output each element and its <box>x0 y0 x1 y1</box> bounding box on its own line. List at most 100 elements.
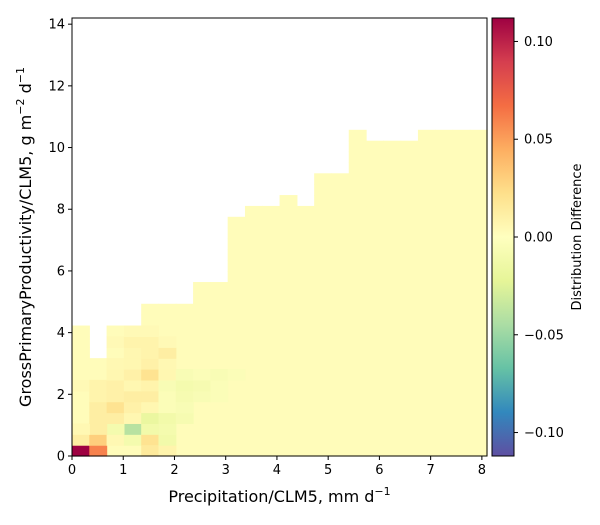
heatmap-cell <box>331 227 350 240</box>
heatmap-cell <box>262 358 281 370</box>
heatmap-cell <box>469 423 488 435</box>
heatmap-cell <box>279 423 298 435</box>
heatmap-cell <box>141 369 160 381</box>
heatmap-cell <box>227 369 246 381</box>
heatmap-cell <box>314 184 333 196</box>
heatmap-cell <box>348 379 367 392</box>
heatmap-cell <box>262 303 281 316</box>
heatmap-cell <box>89 401 108 414</box>
heatmap-cell <box>383 227 402 240</box>
heatmap-cell <box>348 151 367 164</box>
heatmap-cell <box>279 271 298 283</box>
heatmap-cell <box>366 205 384 218</box>
heatmap-cell <box>366 412 384 424</box>
heatmap-cell <box>296 227 315 240</box>
heatmap-cell <box>158 347 177 359</box>
heatmap-cell <box>123 347 142 359</box>
y-axis-label-sup2: −1 <box>14 67 27 83</box>
heatmap-cell <box>452 390 471 403</box>
heatmap-cell <box>417 271 436 283</box>
heatmap-cell <box>262 271 281 283</box>
heatmap-cell <box>106 347 125 359</box>
heatmap-cell <box>469 162 488 174</box>
heatmap-cell <box>141 325 160 337</box>
heatmap-cell <box>193 292 211 305</box>
heatmap-cell <box>400 205 419 218</box>
heatmap-cell <box>383 195 402 207</box>
heatmap-cell <box>158 390 177 403</box>
heatmap-cell <box>296 412 315 424</box>
heatmap-cell <box>469 303 488 316</box>
heatmap-cell <box>435 434 454 446</box>
heatmap-cell <box>400 369 419 381</box>
heatmap-cell <box>244 205 263 218</box>
heatmap-cell <box>435 423 454 435</box>
heatmap-cell <box>348 260 367 272</box>
heatmap-cell <box>435 282 454 294</box>
heatmap-cell <box>469 401 488 414</box>
heatmap-cell <box>383 325 402 337</box>
heatmap-cell <box>296 216 315 229</box>
heatmap-cell <box>348 358 367 370</box>
heatmap-cell <box>400 184 419 196</box>
heatmap-cell <box>383 336 402 348</box>
heatmap-cell <box>296 271 315 283</box>
heatmap-cell <box>452 140 471 153</box>
heatmap-cell <box>141 412 160 424</box>
heatmap-cell <box>262 369 281 381</box>
heatmap-cell <box>400 260 419 272</box>
heatmap-cell <box>435 445 454 457</box>
y-tick-label: 10 <box>48 141 65 156</box>
heatmap-cell <box>175 314 194 327</box>
heatmap-cell <box>383 260 402 272</box>
heatmap-cell <box>435 249 454 261</box>
heatmap-cell <box>244 423 263 435</box>
heatmap-cell <box>348 184 367 196</box>
heatmap-cell <box>452 379 471 392</box>
heatmap-cell <box>296 260 315 272</box>
heatmap-cell <box>296 314 315 327</box>
heatmap-cell <box>435 303 454 316</box>
heatmap-cell <box>279 358 298 370</box>
heatmap-cell <box>279 412 298 424</box>
heatmap-cell <box>435 162 454 174</box>
heatmap-cell <box>400 282 419 294</box>
y-tick-label: 0 <box>57 450 65 465</box>
heatmap-cell <box>452 271 471 283</box>
heatmap-cell <box>400 401 419 414</box>
heatmap-cell <box>314 412 333 424</box>
x-axis-label-main: Precipitation/CLM5, mm d <box>168 487 374 506</box>
heatmap-cell <box>366 184 384 196</box>
heatmap-cell <box>469 369 488 381</box>
heatmap-cell <box>210 358 229 370</box>
heatmap-cell <box>244 434 263 446</box>
heatmap-cell <box>244 390 263 403</box>
heatmap-cell <box>227 260 246 272</box>
heatmap-cell <box>435 173 454 185</box>
heatmap-cell <box>400 336 419 348</box>
heatmap-cell <box>262 325 281 337</box>
heatmap-cell <box>279 336 298 348</box>
heatmap-cell <box>72 434 90 446</box>
heatmap-cell <box>210 445 229 457</box>
heatmap-cell <box>279 303 298 316</box>
heatmap-cell <box>331 216 350 229</box>
heatmap-cell <box>72 412 90 424</box>
heatmap-cell <box>72 379 90 392</box>
heatmap-cell <box>383 390 402 403</box>
heatmap-cell <box>279 292 298 305</box>
heatmap-cell <box>348 314 367 327</box>
heatmap-cell <box>400 314 419 327</box>
x-axis-label-sup: −1 <box>374 485 390 498</box>
heatmap-cell <box>366 249 384 261</box>
heatmap-cell <box>400 445 419 457</box>
heatmap-cell <box>417 314 436 327</box>
heatmap-cell <box>244 238 263 251</box>
heatmap-cell <box>417 282 436 294</box>
heatmap-cell <box>469 271 488 283</box>
heatmap-cell <box>383 445 402 457</box>
colorbar-tick-label: −0.05 <box>524 328 564 343</box>
heatmap-cell <box>106 336 125 348</box>
heatmap-cell <box>227 216 246 229</box>
heatmap-cell <box>279 325 298 337</box>
